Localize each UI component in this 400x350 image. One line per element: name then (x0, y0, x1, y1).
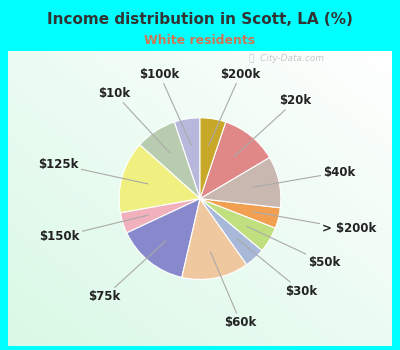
Text: > $200k: > $200k (253, 212, 377, 236)
Text: $150k: $150k (39, 215, 148, 243)
Wedge shape (182, 199, 247, 279)
Wedge shape (174, 118, 200, 199)
Text: $40k: $40k (253, 166, 356, 187)
Wedge shape (200, 158, 281, 208)
Wedge shape (200, 199, 280, 228)
Text: $100k: $100k (140, 68, 191, 145)
Text: $20k: $20k (234, 94, 312, 156)
Text: ⓘ  City-Data.com: ⓘ City-Data.com (249, 54, 324, 63)
Wedge shape (200, 199, 275, 251)
Wedge shape (127, 199, 200, 278)
Wedge shape (119, 145, 200, 213)
Text: $60k: $60k (210, 252, 257, 329)
Text: $200k: $200k (209, 68, 260, 145)
Wedge shape (200, 122, 270, 199)
Text: $10k: $10k (98, 87, 170, 153)
Wedge shape (140, 122, 200, 199)
Text: Income distribution in Scott, LA (%): Income distribution in Scott, LA (%) (47, 12, 353, 27)
Text: $50k: $50k (247, 226, 341, 270)
Text: White residents: White residents (144, 34, 256, 47)
Wedge shape (120, 199, 200, 233)
Wedge shape (200, 199, 262, 265)
Text: $75k: $75k (88, 241, 166, 303)
Text: $125k: $125k (38, 158, 148, 184)
Text: $30k: $30k (237, 238, 318, 298)
Wedge shape (200, 118, 226, 199)
